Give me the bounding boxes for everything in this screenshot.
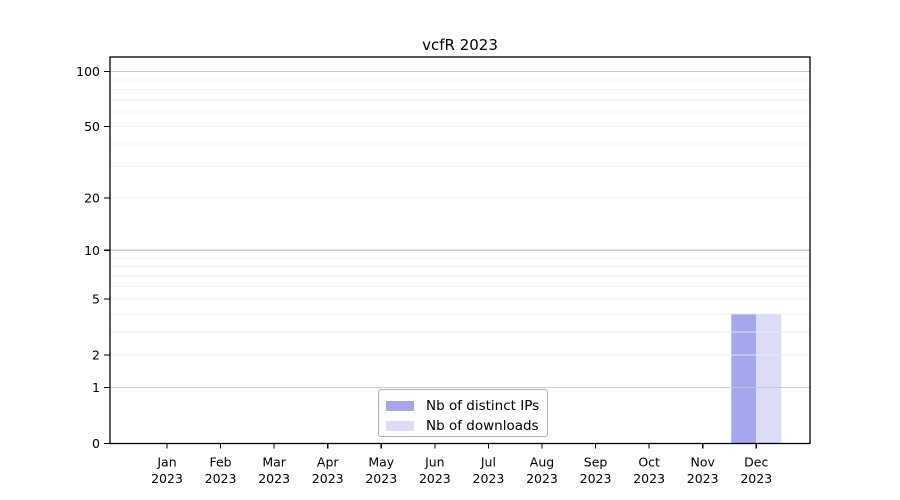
y-tick-label-20: 20 <box>84 191 100 206</box>
y-axis-labels-group: 0 1 2 5 10 20 50 100 <box>76 64 100 451</box>
x-tick-label-apr-2023: Apr 2023 <box>312 455 344 487</box>
y-tick-label-1: 1 <box>92 380 100 395</box>
x-tick-label-feb-2023: Feb 2023 <box>205 455 237 487</box>
legend-label-distinct-ips: Nb of distinct IPs <box>426 398 540 415</box>
bar-nb-of-distinct-ips-dec-2023 <box>731 313 757 444</box>
y-tick-label-50: 50 <box>84 119 100 134</box>
y-axis-ticks-group <box>104 70 110 445</box>
x-tick-label-oct-2023: Oct 2023 <box>633 455 665 487</box>
x-tick-label-may-2023: May 2023 <box>365 455 397 487</box>
x-tick-label-mar-2023: Mar 2023 <box>258 455 290 487</box>
legend-entry-distinct-ips: Nb of distinct IPs <box>386 397 539 415</box>
x-tick-label-jun-2023: Jun 2023 <box>419 455 451 487</box>
legend-swatch-distinct-ips-icon <box>386 401 414 412</box>
legend-entry-downloads: Nb of downloads <box>386 417 539 435</box>
x-axis-labels-group: Jan 2023 Feb 2023 Mar 2023 Apr 2023 May 2023 Jun 20… <box>151 455 772 487</box>
y-tick-label-10: 10 <box>84 243 100 258</box>
chart-title: vcfR 2023 <box>422 36 498 54</box>
bars-group <box>731 313 782 444</box>
x-tick-label-nov-2023: Nov 2023 <box>687 455 719 487</box>
minor-gridlines-group <box>110 79 810 356</box>
legend: Nb of distinct IPs Nb of downloads <box>378 389 548 437</box>
bar-nb-of-downloads-dec-2023 <box>756 313 782 444</box>
x-tick-label-dec-2023: Dec 2023 <box>740 455 772 487</box>
legend-swatch-downloads-icon <box>386 420 414 431</box>
y-tick-label-5: 5 <box>92 292 100 307</box>
legend-label-downloads: Nb of downloads <box>426 417 539 434</box>
x-tick-label-sep-2023: Sep 2023 <box>580 455 612 487</box>
x-tick-label-aug-2023: Aug 2023 <box>526 455 558 487</box>
y-tick-label-100: 100 <box>76 64 100 79</box>
x-tick-label-jan-2023: Jan 2023 <box>151 455 183 487</box>
x-axis-ticks-group <box>166 443 757 449</box>
major-gridlines-group <box>110 70 810 389</box>
x-tick-label-jul-2023: Jul 2023 <box>473 455 505 487</box>
y-tick-label-2: 2 <box>92 347 100 362</box>
y-tick-label-0: 0 <box>92 436 100 451</box>
